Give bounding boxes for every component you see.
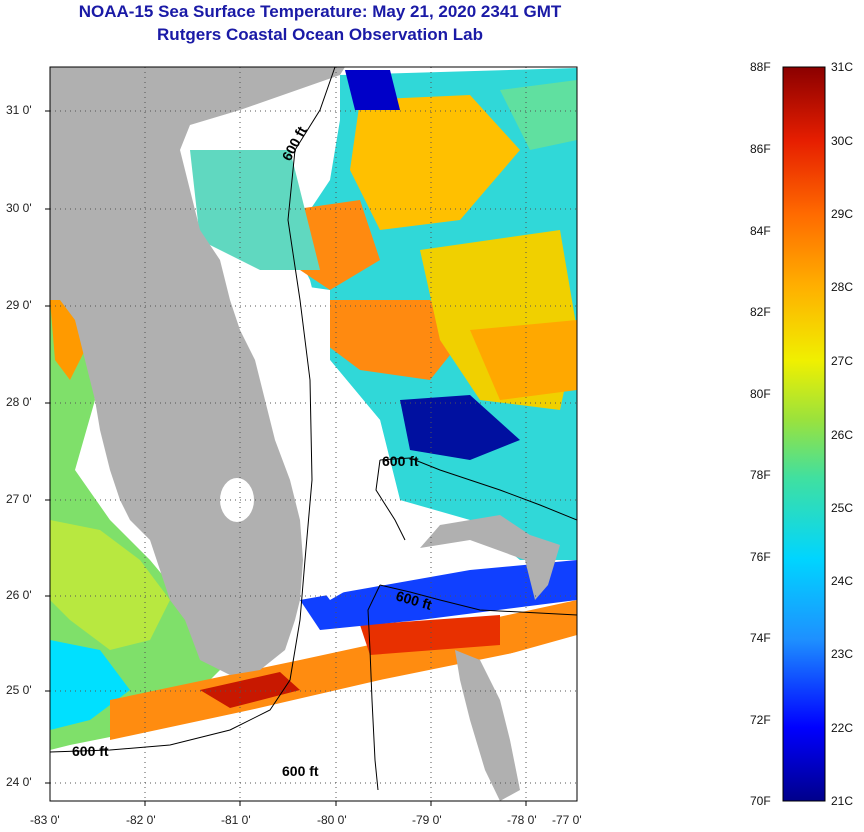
cloud-mask <box>260 280 460 600</box>
contour-label-south-west: 600 ft <box>72 743 109 759</box>
sst-gulf-warm <box>50 520 170 650</box>
lat-label-26: 26 0' <box>6 588 32 602</box>
sst-atlantic-warm-center <box>320 300 470 380</box>
colorbar-c-25: 25C <box>831 501 854 515</box>
lat-label-30: 30 0' <box>6 201 32 215</box>
lon-label-80: -80 0' <box>317 813 347 827</box>
sst-atlantic-orange <box>470 320 577 400</box>
contour-label-south: 600 ft <box>282 763 319 779</box>
lon-label-83: -83 0' <box>30 813 60 827</box>
colorbar-c-29: 29C <box>831 207 854 221</box>
sst-atlantic-cold-north <box>345 70 400 110</box>
sst-bahamas-hot <box>360 615 500 655</box>
colorbar-c-26: 26C <box>831 428 854 442</box>
colorbar-f-80: 80F <box>750 387 771 401</box>
colorbar-f-82: 82F <box>750 305 771 319</box>
colorbar <box>782 66 826 802</box>
colorbar-f-74: 74F <box>750 631 771 645</box>
lat-label-28: 28 0' <box>6 395 32 409</box>
sst-keys-hot <box>200 672 300 708</box>
lon-label-78: -78 0' <box>507 813 537 827</box>
colorbar-f-88: 88F <box>750 60 771 74</box>
lat-label-25: 25 0' <box>6 683 32 697</box>
sst-cool-band <box>300 560 577 630</box>
contour-label-east: 600 ft <box>382 453 419 469</box>
lon-label-82: -82 0' <box>126 813 156 827</box>
colorbar-c-31: 31C <box>831 60 854 74</box>
colorbar-c-21: 21C <box>831 794 854 808</box>
bahamas-north <box>420 515 560 600</box>
lat-label-31: 31 0' <box>6 103 32 117</box>
colorbar-c-23: 23C <box>831 647 854 661</box>
lat-label-29: 29 0' <box>6 298 32 312</box>
no-data-south <box>50 635 577 801</box>
colorbar-f-76: 76F <box>750 550 771 564</box>
colorbar-f-84: 84F <box>750 224 771 238</box>
lat-label-24: 24 0' <box>6 775 32 789</box>
sst-atlantic-cold <box>400 395 520 460</box>
sst-shelf-north <box>190 150 320 270</box>
lat-label-27: 27 0' <box>6 492 32 506</box>
colorbar-f-70: 70F <box>750 794 771 808</box>
colorbar-c-30: 30C <box>831 134 854 148</box>
colorbar-c-28: 28C <box>831 280 854 294</box>
depth-contours <box>50 67 577 791</box>
lon-label-79: -79 0' <box>412 813 442 827</box>
florida-land <box>50 67 345 675</box>
sst-atlantic-warm-north <box>350 95 520 230</box>
map-plot-area <box>50 67 577 801</box>
axis-ticks <box>45 110 527 806</box>
sst-gulf-cool <box>50 640 130 730</box>
colorbar-f-86: 86F <box>750 142 771 156</box>
sst-atlantic-green <box>500 80 577 150</box>
lon-label-81: -81 0' <box>221 813 251 827</box>
map-subtitle: Rutgers Coastal Ocean Observation Lab <box>157 25 483 44</box>
colorbar-f-78: 78F <box>750 468 771 482</box>
colorbar-c-27: 27C <box>831 354 854 368</box>
map-frame <box>49 66 578 802</box>
colorbar-c-22: 22C <box>831 721 854 735</box>
bahamas-andros <box>455 650 520 801</box>
lon-label-77: -77 0' <box>552 813 582 827</box>
map-title: NOAA-15 Sea Surface Temperature: May 21,… <box>78 2 562 21</box>
colorbar-c-24: 24C <box>831 574 854 588</box>
lake-okeechobee <box>220 478 254 522</box>
colorbar-f-72: 72F <box>750 713 771 727</box>
